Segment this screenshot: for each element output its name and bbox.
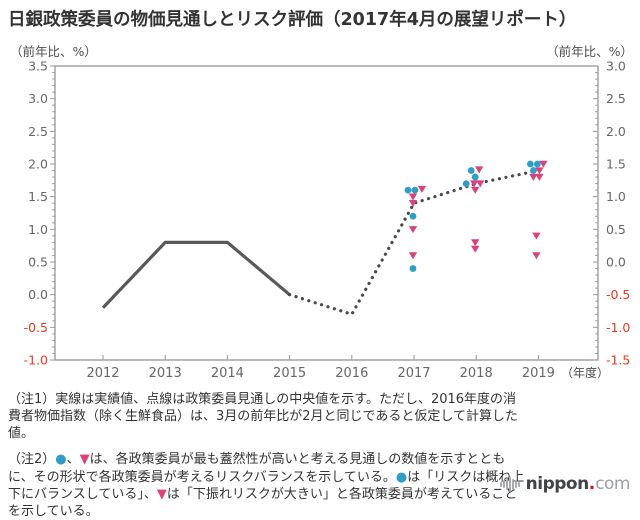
member-forecast-balanced-dot [534,160,541,168]
logo-tld-text: com [595,474,630,494]
right-axis-tick-label: -1.5 [606,353,630,368]
year-label: 2013 [149,366,182,381]
footnote-2: （注2）●、▼は、各政策委員が最も蓋然性が高いと考える見通しの数値を示すとともに… [8,452,525,519]
member-forecast-balanced-dot [462,180,470,187]
member-forecast-downside-triangle [535,173,544,181]
year-label: 2012 [86,366,119,381]
right-axis-tick-label: 0.5 [606,222,626,237]
left-axis-tick-label: 0.5 [28,255,48,270]
member-forecast-downside-triangle [539,160,548,168]
year-label: 2018 [460,366,493,381]
year-label: 2015 [273,366,306,381]
right-axis-tick-label: -1.0 [606,320,630,335]
left-axis-tick-label: 2.0 [28,157,48,172]
right-axis-caption: （前年比、%） [546,44,633,59]
right-axis-tick-label: -0.5 [606,287,630,302]
member-forecast-balanced-dot [471,173,479,181]
member-forecast-downside-triangle [529,173,538,181]
right-axis-tick-label: 2.0 [606,124,626,139]
left-axis-tick-label: 3.5 [28,59,48,74]
member-forecast-downside-triangle [532,252,541,260]
year-label: 2017 [397,366,430,381]
right-axis-tick-label: 2.5 [606,91,626,106]
member-forecast-downside-triangle [475,166,484,174]
left-axis-tick-label: 1.0 [28,222,48,237]
year-label: 2019 [522,366,555,381]
member-forecast-downside-triangle [471,239,480,247]
member-forecast-balanced-dot [530,167,537,174]
logo-brand-text: nippon [525,474,590,494]
chart-title: 日銀政策委員の物価見通しとリスク評価（2017年4月の展望リポート） [8,10,577,30]
member-forecast-downside-triangle [408,252,418,260]
member-forecast-downside-triangle [535,167,544,175]
member-forecast-downside-triangle [470,180,479,188]
x-axis-unit-label: （年度） [561,365,609,380]
member-forecast-balanced-dot [409,212,417,220]
member-forecast-downside-triangle [471,245,480,253]
member-forecast-downside-triangle [532,232,541,240]
member-forecast-downside-triangle [408,226,418,234]
chart-canvas: 3.5 3.0 2.5 2.0 1.5 1.0 0.5 0.0 -0.5 -1.0 3.0 2.5 2.… [24,59,631,382]
left-axis-tick-label: 0.0 [28,287,48,302]
member-forecast-balanced-dot [404,186,412,194]
member-forecast-balanced-dot [409,265,417,272]
footnotes: （注1）実線は実績値、点線は政策委員見通しの中央値を示す。ただし、2016年度の… [8,391,526,520]
right-axis-tick-label: 1.0 [606,189,626,204]
soundwave-icon [499,476,521,492]
logo-dot: . [588,474,596,494]
actual-line [101,240,291,309]
member-forecast-balanced-dot [411,186,419,194]
price-outlook-chart: 3.5 3.0 2.5 2.0 1.5 1.0 0.5 0.0 -0.5 -1.0 3.0 2.5 2.… [0,58,640,390]
right-axis-tick-label: 0.0 [606,255,626,270]
left-axis-tick-label: -0.5 [24,320,48,335]
nippon-com-logo: nippon. com [499,473,630,495]
member-forecast-balanced-dot [467,167,475,174]
right-axis-tick-label: 1.5 [606,157,626,172]
right-axis-tick-label: 3.0 [606,59,626,74]
member-forecast-downside-triangle [476,180,485,188]
member-forecast-downside-triangle [417,185,427,193]
left-axis-caption: （前年比、%） [10,44,97,59]
member-forecast-downside-triangle [408,193,418,201]
member-forecast-downside-triangle [471,186,480,194]
left-axis-tick-label: 1.5 [28,189,48,204]
footnote-1: （注1）実線は実績値、点線は政策委員見通しの中央値を示す。ただし、2016年度の… [8,392,519,442]
left-axis-tick-label: 2.5 [28,124,48,139]
left-axis-tick-label: -1.0 [24,353,48,368]
member-forecast-balanced-dot [527,160,534,168]
year-label: 2016 [335,366,368,381]
member-forecast-downside-triangle [408,200,418,207]
left-axis-tick-label: 3.0 [28,91,48,106]
plot-border [54,65,599,361]
year-label: 2014 [211,366,244,381]
